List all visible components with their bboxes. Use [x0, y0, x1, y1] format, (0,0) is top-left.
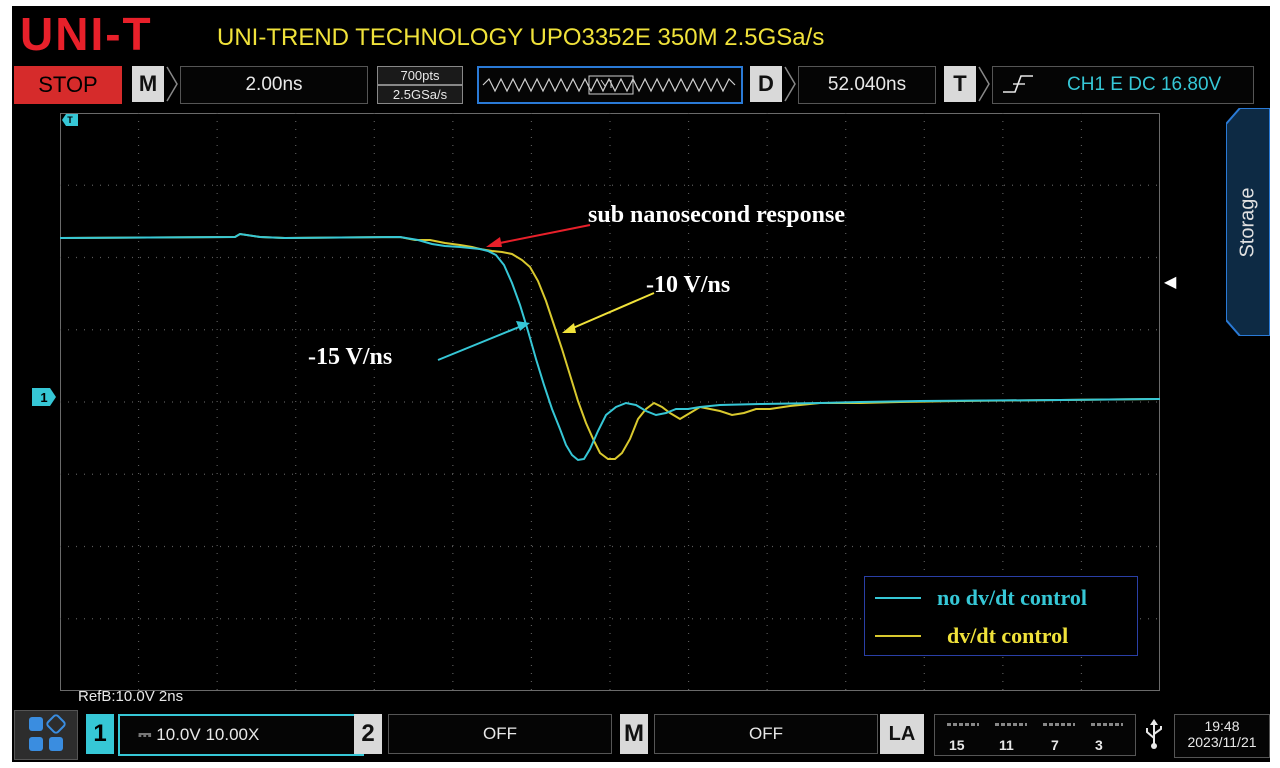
storage-tab[interactable]: Storage — [1226, 108, 1270, 336]
la-status[interactable]: 15 11 7 3 — [934, 714, 1136, 756]
waveform-overview[interactable] — [477, 66, 743, 104]
waveform-display[interactable] — [60, 113, 1160, 691]
annotation-slew-slow: -10 V/ns — [646, 272, 731, 298]
la-group: 3 — [1095, 737, 1103, 753]
legend-label: no dv/dt control — [937, 585, 1087, 610]
model-title: UNI-TREND TECHNOLOGY UPO3352E 350M 2.5GS… — [217, 24, 825, 51]
la-indicator — [947, 723, 979, 726]
memory-depth: 700pts — [377, 66, 463, 85]
clock: 19:48 2023/11/21 — [1174, 714, 1270, 758]
reference-level-arrow-icon: ◀ — [1164, 274, 1177, 291]
arrow-yellow-head — [562, 323, 576, 333]
arrow-cyan-head — [516, 321, 530, 331]
annotation-response: sub nanosecond response — [588, 202, 845, 228]
usb-icon — [1146, 719, 1162, 749]
rising-edge-icon — [1003, 75, 1033, 93]
clock-date: 2023/11/21 — [1187, 734, 1257, 750]
timebase-field[interactable]: 2.00ns — [180, 66, 368, 104]
trigger-field[interactable]: CH1 E DC 16.80V — [992, 66, 1254, 104]
legend: no dv/dt control dv/dt control — [864, 576, 1138, 656]
legend-swatch — [875, 635, 921, 637]
legend-label: dv/dt control — [947, 623, 1069, 648]
delay-field[interactable]: 52.040ns — [798, 66, 936, 104]
ch1-offset-marker[interactable]: 1 — [32, 388, 56, 406]
acquisition-info[interactable]: 700pts 2.5GSa/s — [377, 66, 463, 104]
clock-time: 19:48 — [1204, 718, 1240, 734]
apps-menu-button[interactable] — [14, 710, 78, 760]
arrow-cyan — [437, 324, 525, 361]
timebase-label: M — [132, 66, 164, 102]
la-indicator — [1043, 723, 1075, 726]
trace-dvdt-control — [60, 232, 1160, 460]
chevron-right-icon — [166, 66, 178, 102]
trigger-position-marker[interactable]: T — [62, 114, 78, 126]
chevron-right-icon — [978, 66, 990, 102]
la-indicator — [1091, 723, 1123, 726]
bottom-channel-bar: 1 ⎓ 10.0V 10.00X 2 OFF M OFF LA 15 11 7 … — [12, 708, 1270, 762]
ch1-button[interactable]: 1 — [86, 714, 114, 754]
brand-logo: UNI-T — [20, 8, 153, 60]
chevron-right-icon — [784, 66, 796, 102]
run-stop-button[interactable]: STOP — [14, 66, 122, 104]
delay-label: D — [750, 66, 782, 102]
legend-swatch — [875, 597, 921, 599]
storage-tab-shape — [1226, 108, 1270, 336]
arrow-yellow — [565, 292, 655, 332]
la-group: 7 — [1051, 737, 1059, 753]
ch2-button[interactable]: 2 — [354, 714, 382, 754]
oscilloscope-screen: UNI-T UNI-TREND TECHNOLOGY UPO3352E 350M… — [12, 6, 1270, 762]
la-button[interactable]: LA — [880, 714, 924, 754]
trace-no-dvdt-control — [60, 232, 1160, 462]
trigger-label: T — [944, 66, 976, 102]
apps-grid-icon — [29, 714, 66, 751]
ch2-setting-field[interactable]: OFF — [388, 714, 612, 754]
refb-info: RefB:10.0V 2ns — [78, 688, 184, 705]
legend-item: no dv/dt control — [875, 583, 1087, 613]
arrow-red — [489, 224, 591, 246]
legend-item: dv/dt control — [875, 621, 1068, 651]
top-status-bar: STOP M 2.00ns 700pts 2.5GSa/s D 52.040ns… — [12, 64, 1270, 106]
la-group: 15 — [949, 737, 965, 753]
trigger-setting: CH1 E DC 16.80V — [1067, 74, 1222, 95]
la-indicator — [995, 723, 1027, 726]
la-group: 11 — [999, 737, 1014, 753]
waveform-overview-icon — [482, 75, 736, 95]
storage-label: Storage — [1236, 186, 1259, 258]
sample-rate: 2.5GSa/s — [377, 85, 463, 104]
arrow-red-head — [486, 237, 502, 247]
math-button[interactable]: M — [620, 714, 648, 754]
annotation-slew-fast: -15 V/ns — [308, 344, 393, 370]
math-setting-field[interactable]: OFF — [654, 714, 878, 754]
ch1-setting-field[interactable]: ⎓ 10.0V 10.00X — [118, 714, 364, 756]
